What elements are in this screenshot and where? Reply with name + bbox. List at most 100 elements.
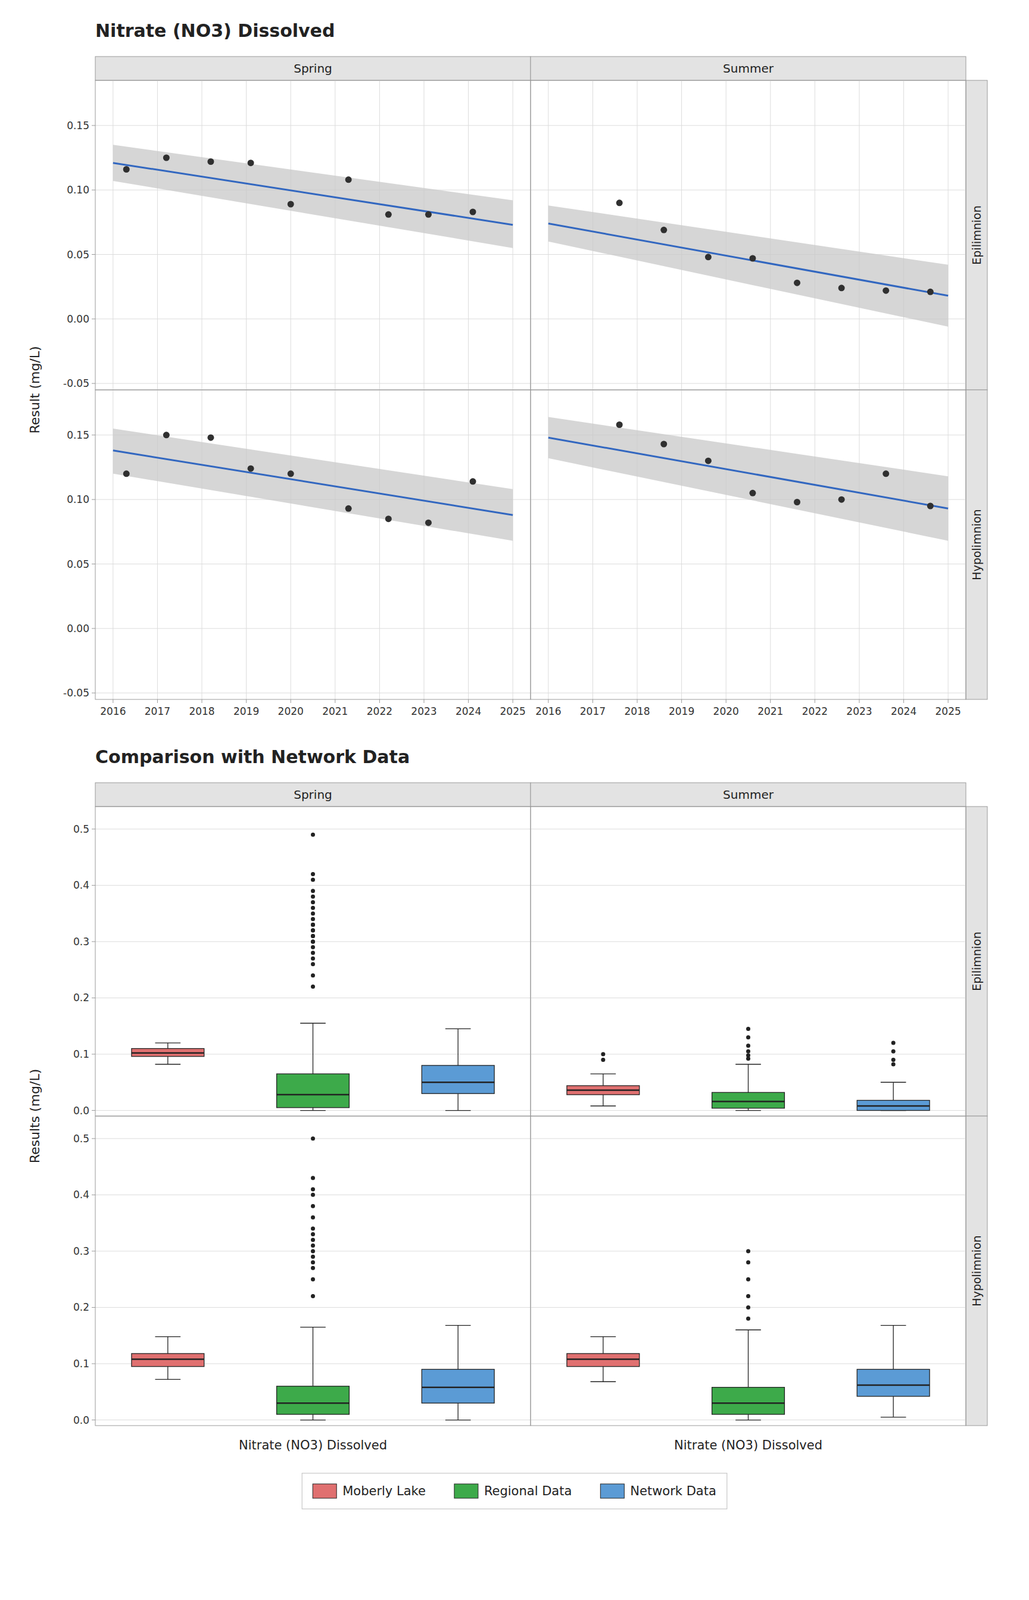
grid-line bbox=[379, 80, 380, 391]
grid-line bbox=[530, 941, 966, 943]
grid-line bbox=[858, 390, 860, 700]
panel-marks bbox=[131, 833, 495, 1112]
whisker-low bbox=[893, 1397, 894, 1418]
tick-mark bbox=[91, 563, 96, 565]
box-iqr bbox=[712, 1388, 785, 1415]
trend-line bbox=[113, 450, 513, 516]
outlier-point bbox=[310, 1277, 316, 1283]
whisker-high bbox=[602, 1337, 604, 1355]
x-tick-label: 2023 bbox=[410, 705, 437, 718]
whisker-low bbox=[457, 1403, 459, 1421]
y-axis-label: Results (mg/L) bbox=[27, 1069, 43, 1165]
grid-line bbox=[769, 390, 771, 700]
legend: Moberly LakeRegional DataNetwork Data bbox=[301, 1473, 728, 1510]
outlier-point bbox=[746, 1035, 751, 1040]
outlier-point bbox=[746, 1294, 751, 1299]
box-iqr bbox=[131, 1354, 205, 1368]
tick-mark bbox=[903, 699, 904, 704]
grid-line bbox=[681, 390, 682, 700]
whisker-low bbox=[167, 1056, 168, 1065]
y-tick-label: 0.5 bbox=[73, 1133, 90, 1146]
outlier-point bbox=[310, 973, 316, 978]
x-axis-label: Nitrate (NO3) Dissolved bbox=[674, 1438, 823, 1453]
outlier-point bbox=[310, 939, 316, 944]
x-tick-label: 2020 bbox=[713, 705, 739, 718]
chart-title: Nitrate (NO3) Dissolved bbox=[95, 20, 335, 42]
outlier-point bbox=[310, 889, 316, 894]
panel-frame bbox=[530, 80, 966, 391]
confidence-band bbox=[548, 417, 949, 542]
outlier-point bbox=[746, 1049, 751, 1055]
x-tick-label: 2017 bbox=[144, 705, 171, 718]
grid-line bbox=[95, 828, 531, 830]
whisker-high bbox=[167, 1337, 168, 1355]
y-tick-label: 0.10 bbox=[66, 184, 90, 196]
grid-line bbox=[769, 80, 771, 391]
x-tick-label: 2024 bbox=[890, 705, 917, 718]
data-point bbox=[425, 211, 432, 218]
grid-line bbox=[95, 434, 531, 436]
grid-line bbox=[95, 693, 531, 694]
stratum-label: Epilimnion bbox=[970, 205, 984, 265]
y-tick-label: 0.2 bbox=[73, 992, 90, 1004]
outlier-point bbox=[310, 950, 316, 956]
tick-mark bbox=[592, 699, 594, 704]
x-tick-label: 2018 bbox=[624, 705, 650, 718]
y-tick-label: 0.05 bbox=[66, 558, 90, 571]
outlier-point bbox=[600, 1058, 606, 1063]
outlier-point bbox=[310, 833, 316, 838]
data-point bbox=[287, 470, 295, 477]
whisker-high bbox=[167, 1043, 168, 1049]
tick-mark bbox=[91, 434, 96, 436]
y-tick-label: 0.05 bbox=[66, 248, 90, 261]
whisker-cap bbox=[880, 1082, 907, 1084]
panel-frame bbox=[95, 390, 531, 700]
grid-line bbox=[903, 390, 904, 700]
box-median bbox=[131, 1358, 205, 1361]
whisker-cap bbox=[735, 1420, 762, 1421]
box-iqr bbox=[712, 1092, 785, 1109]
box-iqr bbox=[566, 1086, 640, 1096]
confidence-band bbox=[548, 205, 949, 327]
tick-mark bbox=[769, 699, 771, 704]
outlier-point bbox=[310, 917, 316, 922]
outlier-point bbox=[310, 1232, 316, 1237]
outlier-point bbox=[310, 1204, 316, 1209]
y-tick-label: 0.2 bbox=[73, 1301, 90, 1314]
stratum-label: Hypolimnion bbox=[970, 509, 984, 581]
outlier-point bbox=[310, 900, 316, 905]
whisker-low bbox=[602, 1367, 604, 1383]
panel-marks bbox=[131, 1136, 495, 1421]
outlier-point bbox=[310, 939, 316, 944]
tick-mark bbox=[91, 383, 96, 385]
tick-mark bbox=[201, 699, 203, 704]
whisker-cap bbox=[735, 1110, 762, 1112]
data-point bbox=[705, 457, 712, 465]
data-point bbox=[385, 515, 392, 523]
whisker-cap bbox=[735, 1330, 762, 1331]
stratum-label: Hypolimnion bbox=[970, 1235, 984, 1307]
data-point bbox=[163, 154, 170, 162]
tick-mark bbox=[91, 318, 96, 320]
tick-mark bbox=[91, 254, 96, 255]
tick-mark bbox=[91, 1251, 96, 1252]
y-tick-label: -0.05 bbox=[63, 687, 90, 700]
facet-strip bbox=[530, 56, 966, 81]
whisker-cap bbox=[445, 1420, 472, 1421]
page: Nitrate charts html, body { margin: 0; p… bbox=[0, 0, 1029, 1600]
grid-line bbox=[530, 125, 966, 126]
whisker-cap bbox=[590, 1105, 617, 1107]
box-iqr bbox=[566, 1354, 640, 1368]
panel-frame bbox=[95, 806, 531, 1117]
whisker-low bbox=[167, 1367, 168, 1381]
grid-line bbox=[530, 1138, 966, 1140]
grid-line bbox=[379, 390, 380, 700]
trend-line bbox=[548, 437, 949, 509]
grid-line bbox=[530, 383, 966, 385]
y-tick-label: 0.00 bbox=[66, 313, 90, 326]
outlier-point bbox=[746, 1277, 751, 1283]
whisker-cap bbox=[445, 1110, 472, 1112]
tick-mark bbox=[814, 699, 816, 704]
box-iqr bbox=[276, 1074, 350, 1109]
outlier-point bbox=[310, 928, 316, 934]
